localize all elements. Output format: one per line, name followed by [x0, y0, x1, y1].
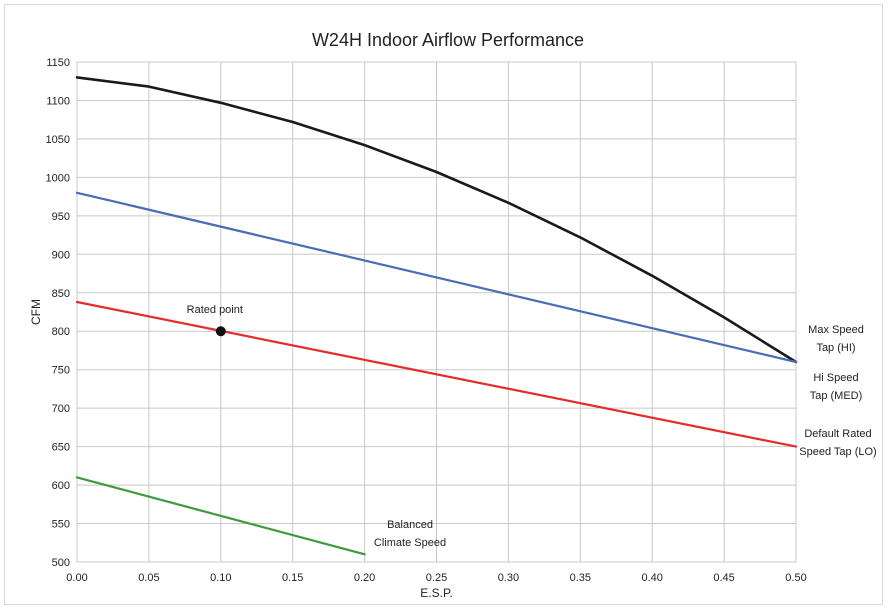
default-rated-label: Speed Tap (LO) [799, 446, 876, 458]
y-tick-label: 1100 [46, 95, 70, 107]
hi-speed-label: Hi Speed [813, 372, 858, 384]
y-tick-label: 850 [52, 288, 70, 300]
y-tick-label: 1050 [46, 134, 70, 146]
x-tick-label: 0.40 [641, 572, 662, 584]
x-tick-label: 0.30 [498, 572, 519, 584]
y-tick-label: 700 [52, 403, 70, 415]
x-tick-label: 0.15 [282, 572, 303, 584]
x-tick-label: 0.20 [354, 572, 375, 584]
balanced-climate-label: Balanced [387, 519, 433, 531]
default-rated-label: Default Rated [804, 428, 871, 440]
rated-point-marker [215, 326, 226, 337]
y-axis-label: CFM [29, 299, 43, 325]
y-tick-label: 600 [52, 480, 70, 492]
x-axis-label: E.S.P. [420, 586, 452, 600]
y-tick-label: 950 [52, 211, 70, 223]
y-tick-label: 800 [52, 326, 70, 338]
x-tick-label: 0.00 [66, 572, 87, 584]
y-tick-label: 500 [52, 557, 70, 569]
rated-point-label: Rated point [187, 304, 243, 316]
y-tick-label: 1000 [46, 172, 70, 184]
hi-speed-label: Tap (MED) [810, 390, 863, 402]
balanced-climate-label: Climate Speed [374, 537, 446, 549]
y-tick-label: 750 [52, 365, 70, 377]
y-tick-label: 900 [52, 249, 70, 261]
y-tick-label: 550 [52, 519, 70, 531]
balanced-climate-line [75, 476, 366, 556]
max-speed-label: Max Speed [808, 324, 864, 336]
chart-frame [4, 4, 883, 605]
x-tick-label: 0.10 [210, 572, 231, 584]
max-speed-label: Tap (HI) [816, 342, 855, 354]
y-tick-label: 650 [52, 442, 70, 454]
x-tick-label: 0.35 [570, 572, 591, 584]
default-rated-line [75, 300, 798, 448]
chart-title: W24H Indoor Airflow Performance [312, 30, 584, 50]
x-tick-label: 0.05 [138, 572, 159, 584]
hi-speed-line [75, 191, 798, 364]
y-tick-label: 1150 [46, 57, 70, 69]
max-speed-line [75, 76, 798, 364]
x-tick-label: 0.25 [426, 572, 447, 584]
x-tick-label: 0.45 [713, 572, 734, 584]
x-tick-label: 0.50 [785, 572, 806, 584]
